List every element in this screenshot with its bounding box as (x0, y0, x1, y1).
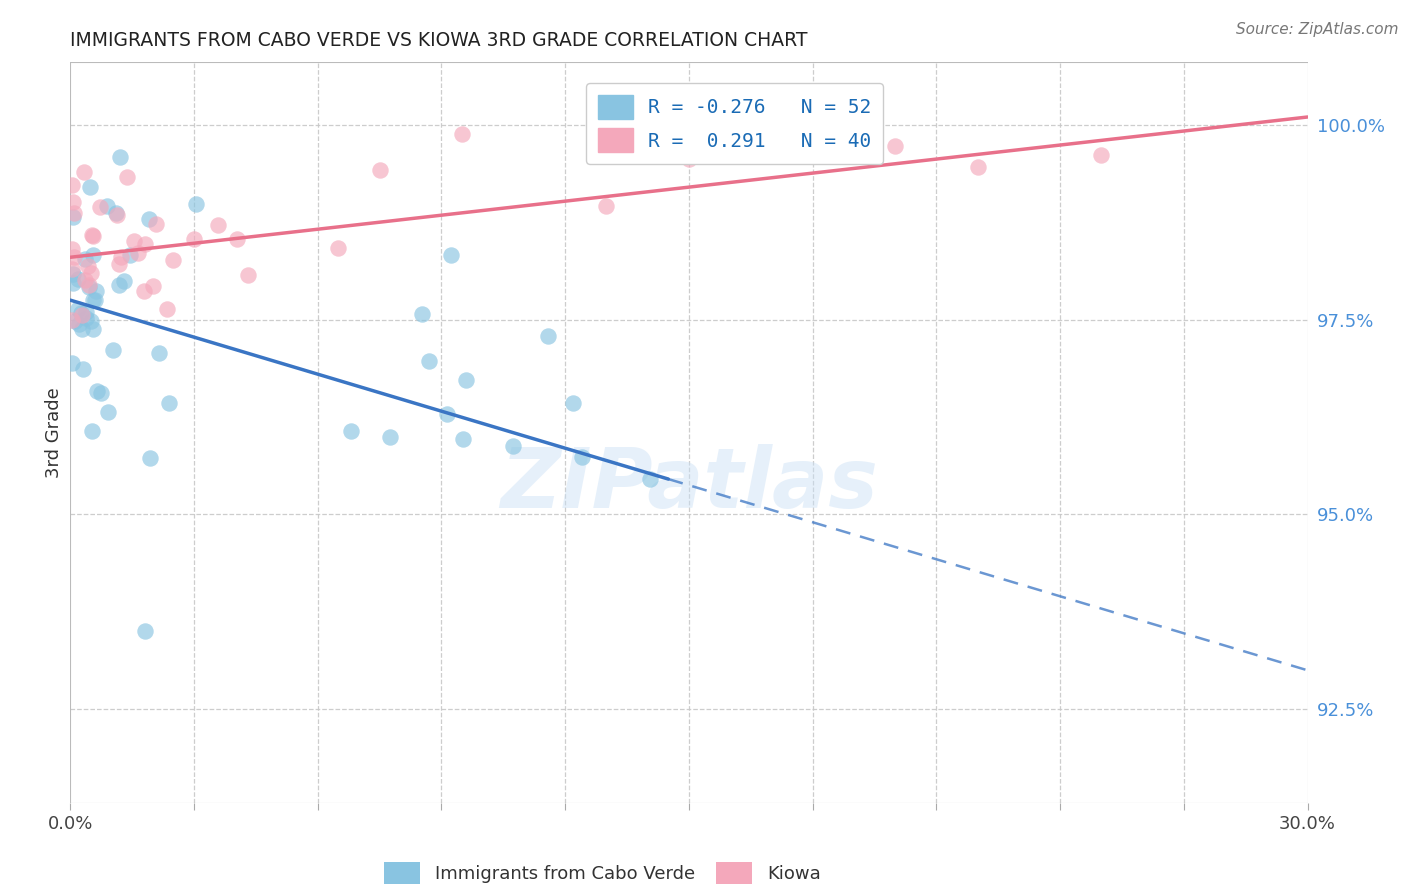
Point (107, 278, 129, 293)
Point (226, 232, 249, 246)
Point (537, 328, 560, 343)
Point (62, 276, 84, 290)
Point (80, 314, 103, 328)
Point (134, 624, 156, 639)
Point (67, 317, 90, 331)
Point (79, 277, 101, 292)
Point (138, 211, 160, 226)
Point (884, 139, 907, 153)
Point (70, 322, 93, 336)
Point (571, 450, 593, 465)
Text: IMMIGRANTS FROM CABO VERDE VS KIOWA 3RD GRADE CORRELATION CHART: IMMIGRANTS FROM CABO VERDE VS KIOWA 3RD … (70, 30, 808, 50)
Point (207, 218, 229, 232)
Point (79, 280, 101, 294)
Point (451, 128, 474, 142)
Point (72, 361, 94, 376)
Point (73, 273, 96, 287)
Point (62, 210, 84, 224)
Point (162, 253, 184, 268)
Point (63, 314, 86, 328)
Point (157, 396, 180, 410)
Point (75, 304, 97, 318)
Point (80, 424, 103, 438)
Point (80, 266, 103, 280)
Y-axis label: 3rd Grade: 3rd Grade (45, 387, 63, 478)
Point (63, 250, 86, 264)
Point (110, 250, 132, 264)
Point (97, 405, 120, 419)
Point (238, 268, 260, 283)
Point (122, 234, 145, 248)
Point (966, 161, 988, 175)
Point (96, 199, 118, 213)
Text: Source: ZipAtlas.com: Source: ZipAtlas.com (1236, 22, 1399, 37)
Point (328, 241, 350, 255)
Point (84, 284, 107, 298)
Point (380, 430, 402, 444)
Point (148, 346, 170, 360)
Point (60, 356, 83, 370)
Point (62, 195, 84, 210)
Point (82, 321, 104, 335)
Point (454, 373, 477, 387)
Text: ZIPatlas: ZIPatlas (501, 444, 877, 525)
Point (440, 248, 463, 262)
Point (60, 242, 83, 256)
Point (436, 407, 458, 421)
Point (60, 262, 83, 277)
Point (73, 165, 96, 179)
Point (79, 179, 101, 194)
Point (105, 208, 128, 222)
Point (101, 343, 124, 357)
Point (67, 302, 90, 317)
Legend: Immigrants from Cabo Verde, Kiowa: Immigrants from Cabo Verde, Kiowa (375, 853, 830, 892)
Point (411, 307, 433, 321)
Point (62, 205, 84, 219)
Point (640, 472, 662, 486)
Point (127, 245, 149, 260)
Point (115, 170, 138, 185)
Point (89, 201, 111, 215)
Point (82, 228, 104, 243)
Point (82, 248, 104, 262)
Point (66, 272, 89, 286)
Point (595, 198, 617, 212)
Point (108, 257, 131, 271)
Point (142, 279, 165, 293)
Point (120, 248, 142, 262)
Point (90, 385, 112, 400)
Point (418, 353, 440, 368)
Point (678, 153, 700, 167)
Point (72, 308, 94, 322)
Point (69, 305, 91, 319)
Point (62, 267, 84, 281)
Point (76, 259, 98, 273)
Point (138, 450, 160, 465)
Point (368, 162, 391, 177)
Point (186, 196, 208, 211)
Point (75, 252, 97, 266)
Point (60, 312, 83, 326)
Point (145, 217, 167, 231)
Point (82, 293, 104, 307)
Point (340, 425, 363, 439)
Point (105, 206, 128, 220)
Point (82, 227, 104, 242)
Point (562, 396, 585, 410)
Point (75, 311, 97, 326)
Point (502, 439, 524, 453)
Point (183, 232, 205, 246)
Point (453, 432, 475, 446)
Point (86, 384, 108, 398)
Point (60, 178, 83, 192)
Point (112, 274, 135, 288)
Point (110, 150, 132, 164)
Point (1090, 148, 1112, 162)
Point (83, 293, 105, 307)
Point (134, 236, 156, 251)
Point (134, 285, 156, 299)
Point (155, 302, 177, 317)
